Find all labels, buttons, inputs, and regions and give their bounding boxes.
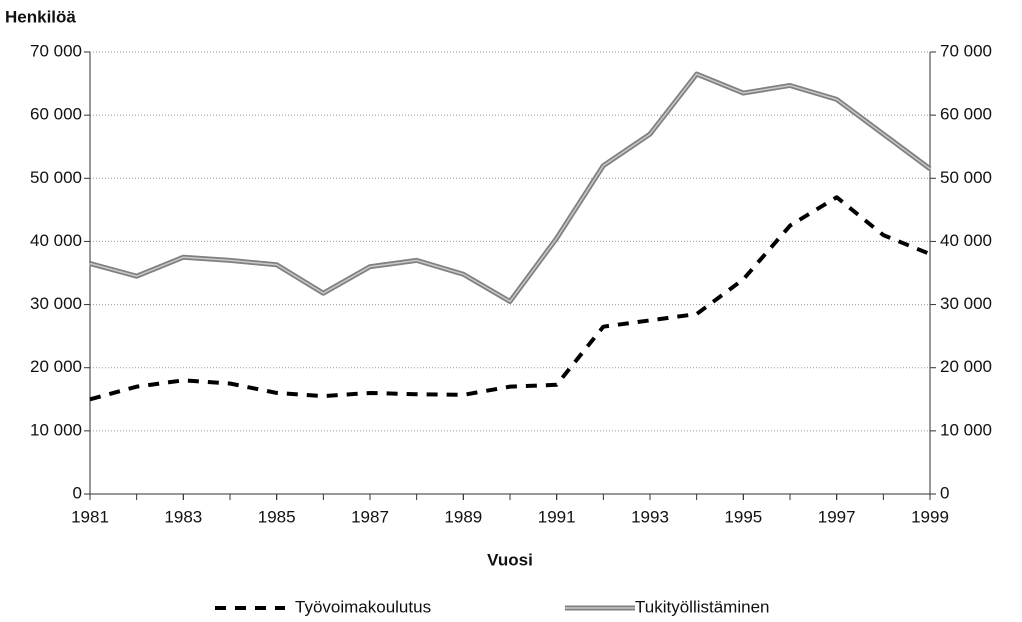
y-tick-label: 60 000 bbox=[30, 105, 82, 124]
y2-tick-label: 50 000 bbox=[940, 168, 992, 187]
legend-label: Tukityöllistäminen bbox=[635, 597, 769, 616]
y2-tick-label: 30 000 bbox=[940, 294, 992, 313]
y-tick-label: 10 000 bbox=[30, 420, 82, 439]
x-tick-label: 1981 bbox=[71, 507, 109, 526]
y2-tick-label: 20 000 bbox=[940, 357, 992, 376]
y2-tick-label: 70 000 bbox=[940, 41, 992, 60]
x-tick-label: 1995 bbox=[724, 507, 762, 526]
line-highlight bbox=[89, 73, 931, 303]
y2-tick-label: 0 bbox=[940, 483, 949, 502]
y2-tick-label: 40 000 bbox=[940, 231, 992, 250]
line-series bbox=[89, 195, 931, 402]
y-tick-label: 50 000 bbox=[30, 168, 82, 187]
x-tick-label: 1987 bbox=[351, 507, 389, 526]
line-series bbox=[89, 71, 932, 304]
x-tick-label: 1985 bbox=[258, 507, 296, 526]
y-tick-label: 20 000 bbox=[30, 357, 82, 376]
x-axis-label: Vuosi bbox=[487, 550, 533, 569]
x-tick-label: 1991 bbox=[538, 507, 576, 526]
x-tick-label: 1989 bbox=[444, 507, 482, 526]
y-tick-label: 40 000 bbox=[30, 231, 82, 250]
x-tick-label: 1993 bbox=[631, 507, 669, 526]
x-tick-label: 1997 bbox=[818, 507, 856, 526]
x-tick-label: 1999 bbox=[911, 507, 949, 526]
y2-tick-label: 10 000 bbox=[940, 420, 992, 439]
y2-tick-label: 60 000 bbox=[940, 105, 992, 124]
y-tick-label: 0 bbox=[73, 483, 82, 502]
x-tick-label: 1983 bbox=[164, 507, 202, 526]
legend-label: Työvoimakoulutus bbox=[295, 597, 431, 616]
y-axis-label: Henkilöä bbox=[5, 7, 76, 26]
y-tick-label: 70 000 bbox=[30, 41, 82, 60]
y-tick-label: 30 000 bbox=[30, 294, 82, 313]
